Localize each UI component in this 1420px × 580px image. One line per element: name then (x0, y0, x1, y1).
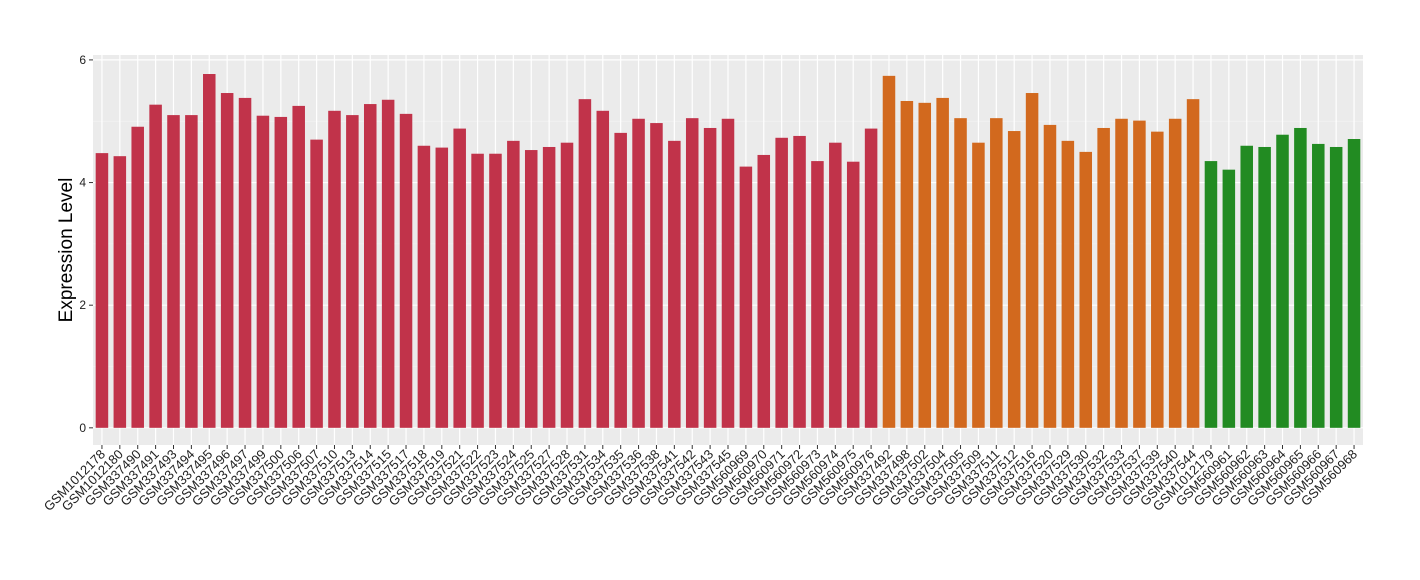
bar (507, 140, 520, 428)
bar (757, 154, 771, 428)
bar (1312, 143, 1325, 428)
bar (381, 99, 395, 428)
bar (703, 127, 717, 428)
bar (1258, 146, 1271, 428)
y-tick-label: 6 (79, 53, 86, 67)
bar (1347, 139, 1361, 428)
bar (489, 153, 502, 428)
bar (1276, 134, 1289, 428)
bar (596, 110, 610, 428)
bar (363, 104, 377, 428)
bar (149, 104, 162, 428)
y-tick-label: 0 (79, 421, 86, 435)
bar (274, 116, 288, 428)
bar (346, 115, 359, 428)
bar (471, 153, 484, 428)
bar (203, 74, 216, 428)
bar (524, 150, 538, 428)
bar (1329, 146, 1343, 428)
bar (1133, 120, 1146, 428)
bar (95, 153, 109, 428)
bar (578, 99, 592, 428)
bar (793, 135, 806, 428)
bar (167, 115, 180, 428)
bar (1079, 151, 1093, 428)
bar (918, 102, 932, 428)
y-tick-label: 2 (79, 298, 86, 312)
bar (238, 97, 252, 428)
bar (882, 75, 896, 428)
bar (614, 132, 627, 428)
bar (1043, 124, 1057, 428)
bar (1168, 118, 1182, 428)
bar (310, 139, 323, 428)
bar (1151, 131, 1164, 428)
bar (1204, 161, 1218, 428)
bar (954, 118, 967, 428)
bar (542, 146, 556, 428)
bar (453, 128, 466, 428)
bar (846, 161, 860, 428)
y-tick-label: 4 (79, 176, 86, 190)
y-axis-label: Expression Level (56, 178, 77, 323)
bar (829, 142, 842, 428)
bar (417, 145, 431, 428)
bar (220, 93, 234, 428)
bar (936, 97, 949, 428)
bar (775, 137, 788, 428)
bar (1294, 127, 1307, 428)
bar (292, 105, 305, 428)
bar (650, 123, 663, 428)
bar (632, 118, 645, 428)
bar (131, 126, 144, 428)
bar (739, 166, 753, 428)
bar (668, 140, 681, 428)
bar (328, 110, 341, 428)
bar (256, 115, 270, 428)
bar (1097, 127, 1110, 428)
bar (1240, 145, 1253, 428)
bar (972, 142, 985, 428)
bar (560, 142, 574, 428)
bar (435, 147, 449, 428)
bar (1186, 99, 1200, 428)
bar (811, 161, 824, 428)
bar (399, 113, 413, 428)
bar (1025, 93, 1039, 428)
bar (721, 118, 735, 428)
bar (864, 128, 878, 428)
bar (1115, 118, 1128, 428)
bar (185, 115, 198, 428)
bar (1222, 169, 1236, 428)
bar (113, 156, 127, 428)
bar (1061, 140, 1075, 428)
bar (685, 118, 699, 428)
bar (1007, 131, 1021, 428)
bar (900, 100, 914, 428)
bar (990, 118, 1003, 428)
